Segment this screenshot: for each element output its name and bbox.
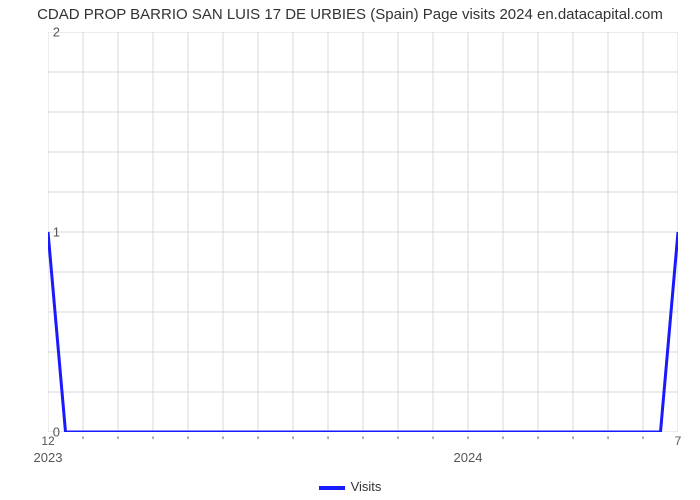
x-tick-label: ' (82, 434, 84, 448)
x-tick-label: ' (432, 434, 434, 448)
x-tick-label: ' (222, 434, 224, 448)
y-tick-label: 1 (20, 225, 60, 240)
x-tick-label: ' (607, 434, 609, 448)
chart-title: CDAD PROP BARRIO SAN LUIS 17 DE URBIES (… (0, 0, 700, 23)
plot-area (48, 32, 678, 432)
chart-svg (48, 32, 678, 432)
x-tick-label: ' (117, 434, 119, 448)
x-year-label: 2024 (454, 450, 483, 465)
x-tick-label: 7 (675, 434, 682, 448)
x-year-label: 2023 (34, 450, 63, 465)
x-tick-label: ' (187, 434, 189, 448)
x-tick-label: 12 (41, 434, 54, 448)
x-tick-label: ' (257, 434, 259, 448)
x-tick-label: ' (537, 434, 539, 448)
legend: Visits (0, 479, 700, 494)
y-tick-label: 2 (20, 25, 60, 40)
x-tick-label: ' (327, 434, 329, 448)
x-tick-label: ' (502, 434, 504, 448)
legend-swatch (319, 486, 345, 490)
x-tick-label: ' (397, 434, 399, 448)
legend-label: Visits (351, 479, 382, 494)
x-tick-label: ' (467, 434, 469, 448)
x-tick-label: ' (362, 434, 364, 448)
x-tick-label: ' (152, 434, 154, 448)
x-tick-label: ' (292, 434, 294, 448)
x-tick-label: ' (642, 434, 644, 448)
x-tick-label: ' (572, 434, 574, 448)
